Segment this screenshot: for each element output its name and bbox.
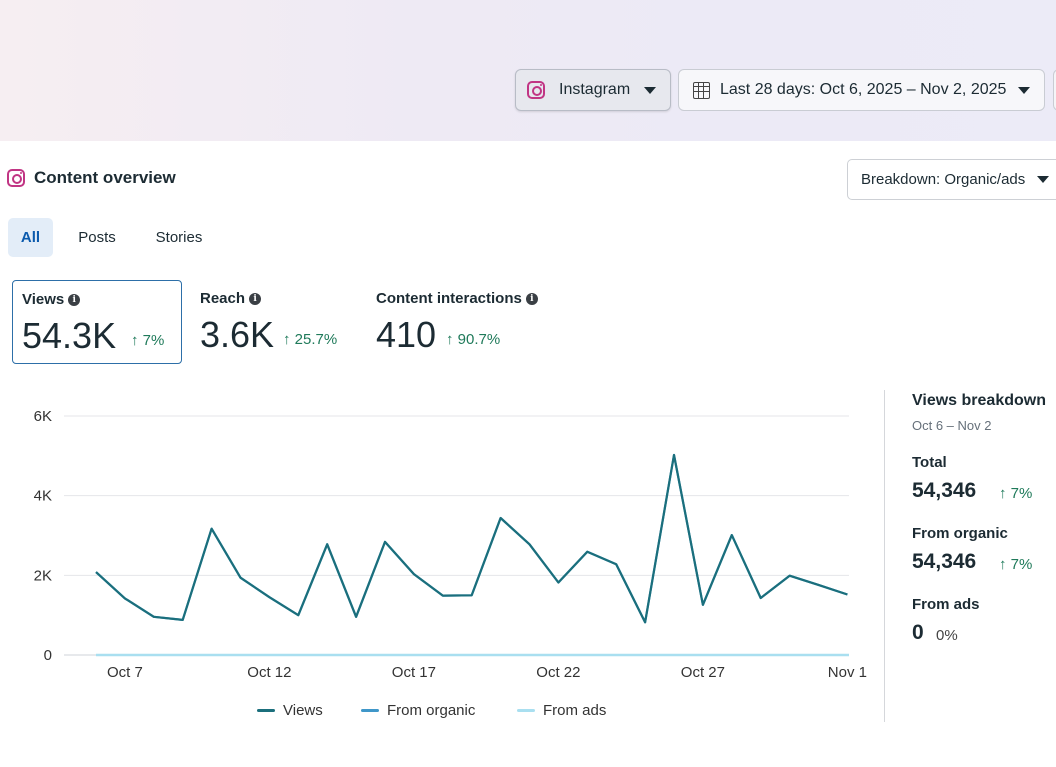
info-icon[interactable]: i <box>68 293 81 306</box>
breakdown-title: Views breakdown <box>912 392 1046 409</box>
metric-card-content-interactions[interactable]: Content interactions i 410 ↑ 90.7% <box>367 280 567 364</box>
metric-label: Reach <box>200 290 246 307</box>
organic-label: From organic <box>912 525 1008 542</box>
legend-from-ads[interactable]: From ads <box>517 702 606 719</box>
metric-value: 3.6K <box>200 314 275 355</box>
content-overview-header: Content overview <box>7 168 176 188</box>
x-tick-label: Oct 12 <box>247 664 291 681</box>
chevron-down-icon <box>644 86 657 94</box>
tab-stories[interactable]: Stories <box>155 229 203 246</box>
x-tick-label: Oct 27 <box>681 664 725 681</box>
ads-change: 0% <box>936 627 958 644</box>
views-series-line <box>95 453 848 624</box>
chevron-down-icon <box>1018 86 1031 94</box>
ads-value: 0 <box>912 621 924 644</box>
legend-swatch <box>257 709 275 712</box>
legend-swatch <box>361 709 379 712</box>
legend-label: From ads <box>543 702 607 719</box>
breakdown-dropdown[interactable]: Breakdown: Organic/ads <box>847 159 1056 200</box>
x-tick-label: Oct 7 <box>107 664 143 681</box>
platform-dropdown[interactable]: Instagram <box>515 69 671 111</box>
metric-label: Content interactions <box>376 290 522 307</box>
metric-change: ↑ 90.7% <box>446 331 501 348</box>
total-change: ↑ 7% <box>999 485 1033 502</box>
tab-all[interactable]: All <box>8 218 53 257</box>
instagram-icon <box>527 81 545 99</box>
metric-label-row: Content interactions i <box>376 290 538 307</box>
legend-label: Views <box>283 702 323 719</box>
metric-change: ↑ 7% <box>131 332 165 349</box>
date-range-picker[interactable]: Last 28 days: Oct 6, 2025 – Nov 2, 2025 <box>678 69 1045 111</box>
organic-value: 54,346 <box>912 550 977 573</box>
metric-card-views[interactable]: Views i 54.3K ↑ 7% <box>12 280 182 364</box>
page-title: Content overview <box>34 168 176 187</box>
metric-label-row: Reach i <box>200 290 262 307</box>
legend-from-organic[interactable]: From organic <box>361 702 475 719</box>
info-icon[interactable]: i <box>249 292 262 305</box>
views-breakdown-panel: Views breakdown Oct 6 – Nov 2 Total 54,3… <box>912 392 1056 644</box>
legend-label: From organic <box>387 702 476 719</box>
info-icon[interactable]: i <box>525 292 538 305</box>
platform-label: Instagram <box>559 81 631 98</box>
x-tick-label: Oct 17 <box>392 664 436 681</box>
panel-divider <box>884 390 885 722</box>
top-bar: Instagram Last 28 days: Oct 6, 2025 – No… <box>0 0 1056 141</box>
calendar-icon <box>693 81 710 99</box>
metric-value: 410 <box>376 314 437 355</box>
metric-card-reach[interactable]: Reach i 3.6K ↑ 25.7% <box>191 280 361 364</box>
x-tick-label: Oct 22 <box>536 664 580 681</box>
y-tick-label: 6K <box>34 408 52 425</box>
instagram-icon <box>7 169 25 187</box>
total-value: 54,346 <box>912 479 977 502</box>
breakdown-period: Oct 6 – Nov 2 <box>912 418 992 433</box>
metric-label-row: Views i <box>22 291 81 308</box>
metric-value: 54.3K <box>22 315 117 356</box>
y-tick-label: 2K <box>34 567 52 584</box>
organic-change: ↑ 7% <box>999 556 1033 573</box>
metric-label: Views <box>22 291 65 308</box>
legend-views[interactable]: Views <box>257 702 323 719</box>
views-line-chart[interactable]: 0 2K 4K 6K Oct 7 Oct 12 Oct 17 Oct 22 Oct 27 Nov … <box>0 390 870 730</box>
date-range-label: Last 28 days: Oct 6, 2025 – Nov 2, 2025 <box>720 81 1007 98</box>
metric-change: ↑ 25.7% <box>283 331 338 348</box>
total-label: Total <box>912 454 947 471</box>
legend-swatch <box>517 709 535 712</box>
y-tick-label: 4K <box>34 488 52 505</box>
ads-label: From ads <box>912 596 980 613</box>
tab-posts[interactable]: Posts <box>78 229 116 246</box>
x-tick-label: Nov 1 <box>828 664 867 681</box>
breakdown-label: Breakdown: Organic/ads <box>861 171 1026 188</box>
chevron-down-icon <box>1037 176 1050 183</box>
y-tick-label: 0 <box>44 647 52 664</box>
